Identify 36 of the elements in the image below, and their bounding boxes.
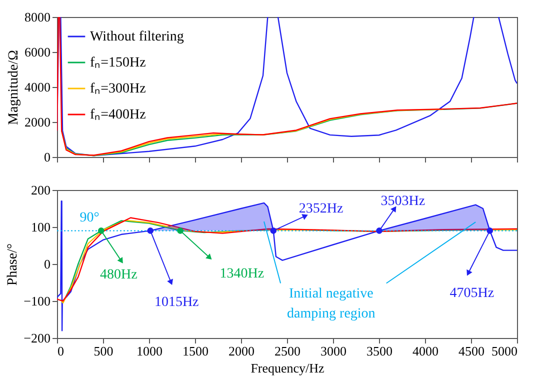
- x-tick-label: 3000: [320, 344, 346, 358]
- x-tick-label: 4000: [412, 344, 438, 358]
- legend-label: Without filtering: [90, 30, 184, 44]
- y-axis-title: Magnitude/Ω: [6, 50, 22, 125]
- y-tick-label: 4000: [24, 80, 50, 94]
- y-tick-label: 100: [31, 220, 50, 234]
- y-axis-title: Phase/°: [6, 243, 21, 286]
- legend-label: fₙ=400Hz: [90, 108, 146, 122]
- annotation: 1340Hz: [220, 266, 264, 282]
- x-tick-label: 0: [58, 344, 64, 358]
- legend-label: fₙ=300Hz: [90, 82, 146, 96]
- y-tick-label: 8000: [24, 10, 50, 24]
- y-tick-label: 200: [31, 182, 50, 198]
- annotation: 3503Hz: [380, 194, 426, 210]
- x-tick-label: 1500: [182, 344, 208, 358]
- annotation: 2352Hz: [298, 202, 344, 216]
- x-tick-label: 500: [94, 344, 114, 358]
- x-tick-label: 1000: [136, 344, 162, 358]
- y-tick-label: 6000: [24, 44, 50, 60]
- x-tick-label: 4500: [458, 344, 484, 358]
- x-tick-label: 3500: [366, 344, 392, 358]
- annotation: 480Hz: [100, 267, 138, 282]
- annotation: 4705Hz: [450, 286, 494, 301]
- y-tick-label: 0: [44, 150, 50, 164]
- ref-line-label: 90°: [80, 210, 100, 226]
- annotation: 1015Hz: [154, 295, 199, 310]
- x-tick-label: 2000: [228, 344, 254, 358]
- y-tick-label: −200: [24, 330, 50, 346]
- legend-label: fₙ=150Hz: [90, 56, 146, 70]
- x-tick-label: 2500: [274, 344, 300, 358]
- y-tick-label: 2000: [24, 114, 50, 130]
- y-tick-label: 0: [44, 256, 50, 272]
- x-axis-title: Frequency/Hz: [250, 360, 325, 376]
- x-tick-label: 5000: [492, 344, 518, 358]
- annotation: Initial negative damping region: [287, 286, 376, 322]
- y-tick-label: −100: [24, 294, 50, 308]
